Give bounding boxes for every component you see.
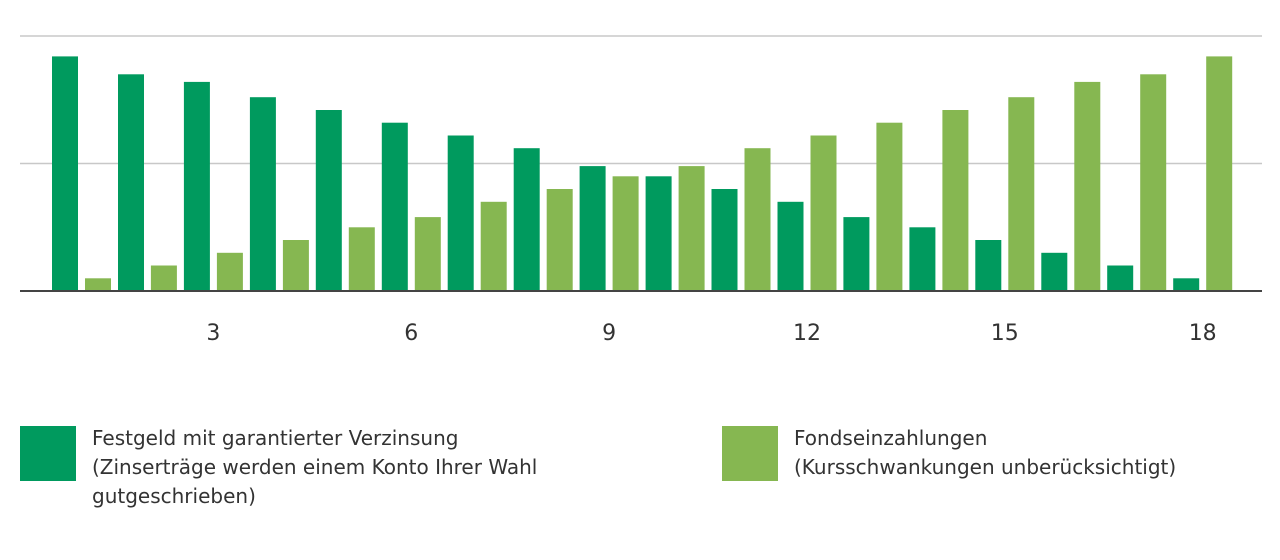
bar-fonds-9	[612, 176, 639, 292]
bar-fonds-1	[85, 278, 111, 292]
x-tick-label-9: 9	[602, 321, 616, 346]
bar-festgeld-18	[1173, 278, 1200, 292]
bar-festgeld-8	[513, 148, 540, 291]
bar-fonds-15	[1008, 97, 1035, 291]
x-axis-tick-labels: 3 6 9 12 15 18	[206, 321, 1216, 346]
x-tick-label-18: 18	[1189, 321, 1217, 346]
bar-festgeld-16	[1041, 252, 1068, 292]
bar-fonds-3	[216, 252, 243, 292]
x-tick-label-6: 6	[404, 321, 418, 346]
bar-festgeld-17	[1107, 265, 1134, 291]
bar-chart: 3 6 9 12 15 18	[20, 35, 1262, 346]
bar-festgeld-5	[315, 110, 342, 291]
bar-festgeld-3	[183, 81, 210, 292]
bar-fonds-5	[348, 227, 375, 292]
bar-festgeld-13	[843, 217, 870, 291]
bar-fonds-10	[678, 166, 705, 291]
legend-swatch-festgeld	[20, 426, 76, 481]
bar-fonds-6	[414, 217, 441, 291]
legend-label-festgeld: Festgeld mit garantierter Verzinsung (Zi…	[92, 426, 538, 508]
legend-swatch-fonds	[722, 426, 778, 481]
x-tick-label-12: 12	[793, 321, 821, 346]
bar-fonds-13	[876, 122, 903, 291]
legend-label-fonds: Fondseinzahlungen (Kursschwankungen unbe…	[794, 426, 1177, 479]
bar-fonds-4	[282, 240, 309, 291]
bar-fonds-17	[1140, 74, 1167, 292]
bar-festgeld-12	[777, 201, 804, 292]
bar-fonds-16	[1074, 81, 1101, 292]
bar-fonds-2	[150, 265, 177, 291]
bar-festgeld-10	[645, 176, 672, 292]
bar-festgeld-9	[579, 166, 606, 291]
legend-item-festgeld: Festgeld mit garantierter Verzinsung (Zi…	[20, 426, 592, 511]
x-tick-label-3: 3	[206, 321, 220, 346]
gridlines	[20, 35, 1262, 165]
bar-festgeld-6	[381, 122, 408, 291]
bars	[52, 56, 1233, 292]
bar-festgeld-7	[447, 135, 474, 291]
bar-fonds-14	[942, 110, 969, 291]
bar-fonds-11	[744, 148, 771, 291]
bar-festgeld-14	[909, 227, 936, 292]
bar-festgeld-15	[975, 240, 1002, 291]
legend-item-fonds: Fondseinzahlungen (Kursschwankungen unbe…	[722, 426, 1274, 482]
bar-fonds-8	[546, 189, 573, 291]
bar-fonds-12	[810, 135, 837, 291]
bar-fonds-18	[1206, 56, 1233, 292]
bar-festgeld-1	[52, 56, 78, 292]
bar-festgeld-2	[118, 74, 144, 292]
x-tick-label-15: 15	[991, 321, 1019, 346]
bar-festgeld-11	[711, 189, 738, 291]
bar-festgeld-4	[249, 97, 276, 291]
bar-fonds-7	[480, 201, 507, 292]
